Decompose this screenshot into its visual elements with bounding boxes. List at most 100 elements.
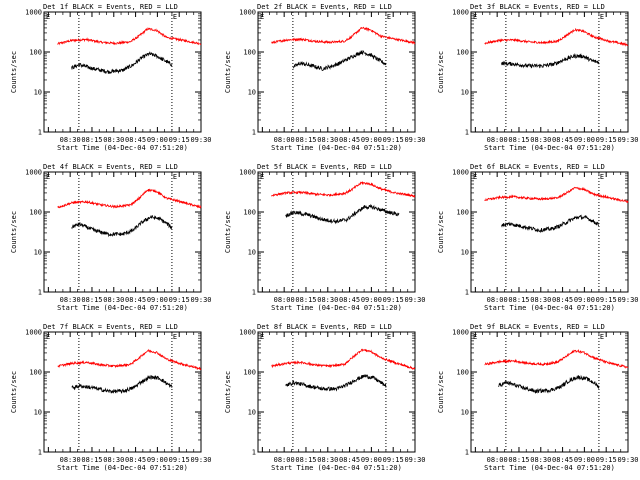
- panel-title: Det 5f BLACK = Events, RED = LLD: [257, 163, 392, 171]
- lld-series-line: [271, 181, 416, 198]
- panel-title: Det 6f BLACK = Events, RED = LLD: [470, 163, 605, 171]
- x-tick-label: 09:15: [383, 136, 404, 144]
- panel-8: Det 8f BLACK = Events, RED = LLD 1 10 100 10…: [224, 323, 426, 472]
- y-axis-label: Counts/sec: [437, 371, 445, 413]
- axes-frame: [43, 11, 202, 133]
- x-tick-label: 08:15: [508, 296, 529, 304]
- x-tick-label: 09:00: [574, 296, 595, 304]
- x-tick-label: 08:45: [339, 136, 360, 144]
- x-tick-label: 08:15: [508, 456, 529, 464]
- panel-1: Det 1f BLACK = Events, RED = LLD 1 10 100 10…: [10, 3, 212, 152]
- x-tick-label: 08:30: [103, 456, 124, 464]
- x-tick-label: 08:15: [508, 136, 529, 144]
- x-tick-label: 09:30: [617, 456, 638, 464]
- x-tick-label: 09:30: [404, 456, 425, 464]
- marker-label-left: E: [473, 333, 477, 341]
- y-tick-label: 100: [243, 209, 256, 217]
- lld-series-line: [484, 186, 629, 203]
- x-tick-label: 08:30: [317, 296, 338, 304]
- y-tick-label: 1: [465, 129, 469, 137]
- y-tick-label: 1: [465, 449, 469, 457]
- panel-title: Det 9f BLACK = Events, RED = LLD: [470, 323, 605, 331]
- x-tick-label: 09:30: [190, 296, 211, 304]
- x-tick-label: 09:15: [383, 296, 404, 304]
- lld-series-line: [57, 348, 202, 371]
- marker-label-right: E: [600, 173, 604, 181]
- y-tick-label: 10: [34, 409, 42, 417]
- x-tick-label: 08:15: [81, 136, 102, 144]
- x-tick-label: 08:45: [339, 296, 360, 304]
- marker-label-right: E: [173, 173, 177, 181]
- y-tick-label: 10: [248, 249, 256, 257]
- y-tick-label: 1: [252, 449, 256, 457]
- x-tick-label: 09:00: [361, 296, 382, 304]
- x-tick-label: 08:30: [103, 296, 124, 304]
- marker-label-right: E: [173, 333, 177, 341]
- x-tick-label: 09:30: [190, 456, 211, 464]
- marker-label-right: E: [387, 333, 391, 341]
- marker-label-left: E: [260, 173, 264, 181]
- x-tick-label: 08:30: [530, 136, 551, 144]
- y-tick-label: 10: [461, 409, 469, 417]
- y-tick-label: 10: [34, 89, 42, 97]
- x-tick-label: 08:15: [81, 296, 102, 304]
- x-tick-label: 09:15: [596, 296, 617, 304]
- x-axis-label: Start Time (04-Dec-04 07:51:20): [57, 464, 188, 472]
- y-tick-label: 1000: [239, 329, 256, 337]
- events-series-line: [285, 373, 387, 392]
- x-tick-label: 09:00: [361, 456, 382, 464]
- axes-frame: [43, 331, 202, 453]
- x-tick-label: 08:30: [103, 136, 124, 144]
- axes-frame: [43, 171, 202, 293]
- marker-label-right: E: [600, 333, 604, 341]
- y-axis-label: Counts/sec: [224, 371, 232, 413]
- y-tick-label: 100: [456, 49, 469, 57]
- x-tick-label: 08:45: [125, 456, 146, 464]
- x-tick-label: 09:00: [574, 136, 595, 144]
- y-tick-label: 100: [29, 49, 42, 57]
- events-series-line: [71, 374, 173, 394]
- x-tick-label: 08:30: [317, 136, 338, 144]
- x-tick-label: 09:30: [617, 296, 638, 304]
- x-axis-label: Start Time (04-Dec-04 07:51:20): [484, 464, 615, 472]
- panel-4: Det 4f BLACK = Events, RED = LLD 1 10 100 10…: [10, 163, 212, 312]
- events-series-line: [501, 52, 600, 69]
- y-tick-label: 1: [38, 289, 42, 297]
- y-axis-label: Counts/sec: [224, 51, 232, 93]
- x-axis-label: Start Time (04-Dec-04 07:51:20): [271, 464, 402, 472]
- axes-frame: [257, 331, 416, 453]
- events-series-line: [285, 203, 400, 225]
- y-tick-label: 10: [461, 249, 469, 257]
- events-series-line: [71, 215, 173, 238]
- marker-label-left: E: [473, 13, 477, 21]
- panel-title: Det 3f BLACK = Events, RED = LLD: [470, 3, 605, 11]
- marker-label-right: E: [173, 13, 177, 21]
- y-axis-label: Counts/sec: [224, 211, 232, 253]
- y-tick-label: 1000: [452, 9, 469, 17]
- x-tick-label: 08:30: [60, 136, 81, 144]
- axes-frame: [470, 171, 629, 293]
- panel-6: Det 6f BLACK = Events, RED = LLD 1 10 100 10…: [437, 163, 639, 312]
- y-tick-label: 1: [252, 289, 256, 297]
- x-tick-label: 09:00: [147, 136, 168, 144]
- x-tick-label: 09:15: [169, 136, 190, 144]
- y-tick-label: 100: [243, 369, 256, 377]
- x-tick-label: 08:00: [487, 296, 508, 304]
- x-axis-label: Start Time (04-Dec-04 07:51:20): [57, 144, 188, 152]
- x-tick-label: 09:30: [190, 136, 211, 144]
- axes-frame: [257, 11, 416, 133]
- x-tick-label: 08:00: [274, 136, 295, 144]
- events-series-line: [501, 214, 600, 234]
- x-tick-label: 08:30: [530, 456, 551, 464]
- y-tick-label: 1000: [25, 9, 42, 17]
- x-tick-label: 08:00: [274, 456, 295, 464]
- events-series-line: [292, 50, 387, 71]
- marker-label-right: E: [387, 13, 391, 21]
- axes-frame: [470, 331, 629, 453]
- lld-series-line: [271, 26, 416, 45]
- x-tick-label: 09:15: [596, 136, 617, 144]
- x-tick-label: 08:00: [487, 456, 508, 464]
- y-tick-label: 10: [248, 89, 256, 97]
- panel-7: Det 7f BLACK = Events, RED = LLD 1 10 100 10…: [10, 323, 212, 472]
